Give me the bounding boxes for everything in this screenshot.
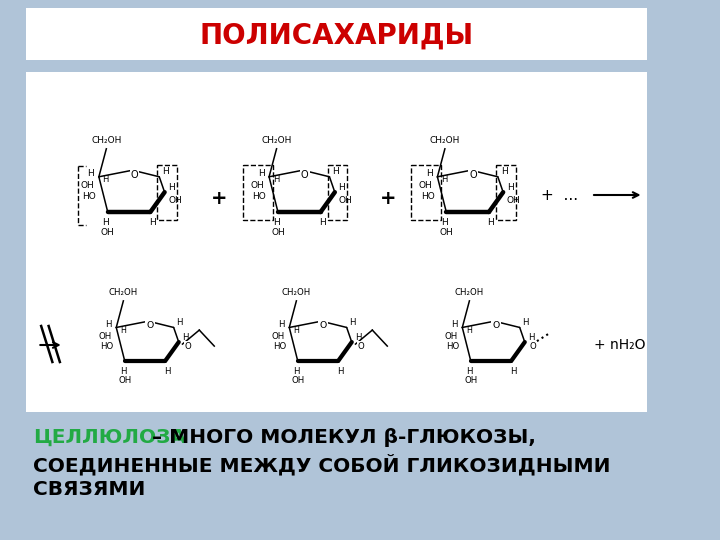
Text: H: H: [149, 218, 156, 227]
Text: H: H: [355, 333, 361, 342]
Text: HO: HO: [446, 342, 459, 351]
Text: СВЯЗЯМИ: СВЯЗЯМИ: [32, 480, 145, 499]
Text: H: H: [102, 176, 109, 184]
Text: H: H: [507, 183, 513, 192]
Text: O: O: [184, 342, 191, 350]
Text: – МНОГО МОЛЕКУЛ β-ГЛЮКОЗЫ,: – МНОГО МОЛЕКУЛ β-ГЛЮКОЗЫ,: [145, 428, 536, 447]
Text: СОЕДИНЕННЫЕ МЕЖДУ СОБОЙ ГЛИКОЗИДНЫМИ: СОЕДИНЕННЫЕ МЕЖДУ СОБОЙ ГЛИКОЗИДНЫМИ: [32, 454, 611, 476]
Text: CH₂OH: CH₂OH: [261, 136, 292, 145]
Text: H: H: [333, 167, 339, 176]
Text: H: H: [105, 320, 112, 329]
Text: +: +: [210, 188, 227, 207]
Text: H: H: [258, 170, 264, 178]
Text: OH: OH: [445, 332, 458, 341]
Text: ПОЛИСАХАРИДЫ: ПОЛИСАХАРИДЫ: [199, 22, 474, 50]
Text: H: H: [168, 183, 175, 192]
Bar: [26, 72, 647, 412]
Text: H: H: [319, 218, 326, 227]
Bar: [243, 165, 273, 220]
Text: O: O: [492, 321, 500, 330]
Text: H: H: [120, 326, 126, 335]
Text: H: H: [293, 367, 300, 376]
Text: OH: OH: [507, 195, 521, 205]
Text: OH: OH: [81, 181, 94, 190]
Text: O: O: [529, 342, 536, 350]
Text: H: H: [349, 318, 356, 327]
Text: +: +: [380, 188, 397, 207]
Text: H: H: [426, 170, 433, 178]
Text: H: H: [441, 176, 448, 184]
Text: HO: HO: [274, 342, 287, 351]
Bar: [158, 165, 177, 220]
Text: H: H: [528, 333, 535, 342]
Text: H: H: [102, 218, 109, 227]
Text: H: H: [487, 218, 494, 227]
Text: OH: OH: [419, 181, 433, 190]
Text: H: H: [338, 183, 346, 192]
Text: CH₂OH: CH₂OH: [109, 288, 138, 297]
Bar: [26, 8, 647, 60]
Text: CH₂OH: CH₂OH: [91, 136, 122, 145]
Text: CH₂OH: CH₂OH: [430, 136, 460, 145]
Text: O: O: [357, 342, 364, 350]
Text: O: O: [146, 321, 154, 330]
Text: H: H: [273, 218, 279, 227]
Text: HO: HO: [421, 192, 435, 201]
Text: H: H: [273, 176, 279, 184]
Text: H: H: [337, 367, 343, 376]
Text: CH₂OH: CH₂OH: [282, 288, 311, 297]
Text: HO: HO: [100, 342, 114, 351]
Text: ЦЕЛЛЮЛОЗА: ЦЕЛЛЮЛОЗА: [32, 428, 186, 447]
Text: O: O: [320, 321, 327, 330]
Text: HO: HO: [82, 192, 96, 201]
Text: O: O: [130, 170, 138, 180]
Text: OH: OH: [271, 228, 285, 237]
Text: H: H: [500, 167, 508, 176]
Bar: [496, 165, 516, 220]
Text: H: H: [441, 218, 448, 227]
Text: O: O: [469, 170, 477, 180]
Text: HO: HO: [253, 192, 266, 201]
Text: OH: OH: [291, 376, 305, 385]
Text: H: H: [510, 367, 516, 376]
Text: +  ...: + ...: [541, 187, 577, 202]
Text: + nH₂O: + nH₂O: [594, 338, 645, 352]
Text: H: H: [451, 320, 458, 329]
Text: OH: OH: [118, 376, 131, 385]
Bar: [328, 165, 347, 220]
Text: H: H: [279, 320, 285, 329]
Text: H: H: [176, 318, 183, 327]
Text: H: H: [120, 367, 126, 376]
Text: OH: OH: [464, 376, 477, 385]
Text: O: O: [301, 170, 308, 180]
Text: H: H: [87, 170, 94, 178]
Text: OH: OH: [168, 195, 182, 205]
Text: H: H: [466, 326, 472, 335]
Text: OH: OH: [439, 228, 453, 237]
Text: OH: OH: [99, 332, 112, 341]
Text: H: H: [162, 167, 168, 176]
Text: H: H: [182, 333, 189, 342]
Text: OH: OH: [101, 228, 114, 237]
Text: OH: OH: [251, 181, 264, 190]
Text: H: H: [466, 367, 472, 376]
Text: H: H: [293, 326, 299, 335]
Text: OH: OH: [271, 332, 285, 341]
Text: CH₂OH: CH₂OH: [455, 288, 484, 297]
Text: H: H: [163, 367, 170, 376]
Text: OH: OH: [338, 195, 352, 205]
Bar: [411, 165, 441, 220]
Text: H: H: [523, 318, 529, 327]
